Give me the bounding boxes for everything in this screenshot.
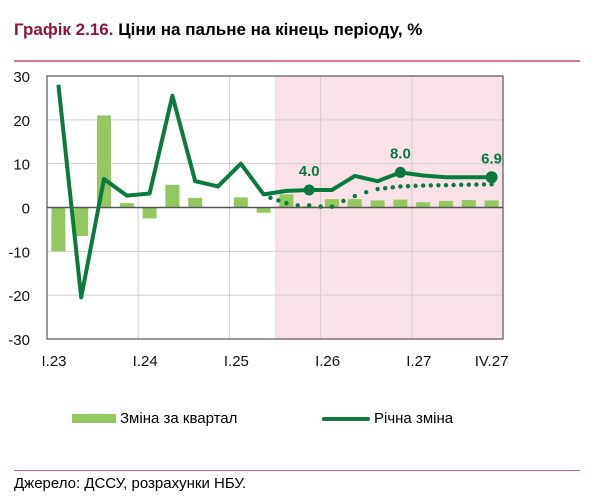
dotted-line-point <box>466 182 471 187</box>
x-tick-label: I.26 <box>315 353 340 370</box>
dotted-line-point <box>329 204 335 209</box>
dotted-line-point <box>276 198 281 203</box>
legend-label-annual: Річна зміна <box>374 410 454 427</box>
legend-item-annual: Річна зміна <box>322 410 453 427</box>
bar-quarter-change <box>484 200 499 208</box>
data-label: 4.0 <box>299 163 320 180</box>
y-tick-label: 30 <box>13 69 30 86</box>
legend-label-quarter: Зміна за квартал <box>120 410 238 427</box>
bar-quarter-change <box>119 203 134 208</box>
data-label: 6.9 <box>481 150 502 167</box>
legend: Зміна за квартал Річна зміна <box>0 410 600 434</box>
dotted-line-point <box>459 182 464 188</box>
x-tick-label: IV.27 <box>475 353 509 370</box>
source-note: Джерело: ДССУ, розрахунки НБУ. <box>14 475 247 492</box>
dotted-line-point <box>284 200 289 206</box>
chart-area: 30 20 10 0 -10 -20 -30 I.23 I.24 I.25 I.26 I.27 IV.2… <box>8 69 509 370</box>
bar-quarter-change <box>97 115 111 208</box>
dotted-line-point <box>318 204 323 209</box>
dotted-line-point <box>341 198 346 204</box>
bar-quarter-change <box>393 199 408 208</box>
header-rule <box>14 60 580 62</box>
y-tick-label: -20 <box>8 288 30 305</box>
dotted-line-point <box>443 182 449 188</box>
dotted-line-point <box>489 182 494 187</box>
dotted-line-point <box>421 183 426 188</box>
bar-quarter-change <box>416 202 431 208</box>
legend-line-swatch <box>322 416 370 421</box>
annotation-marker <box>485 171 498 184</box>
bar-quarter-change <box>256 207 271 213</box>
annotation-marker <box>394 166 406 178</box>
y-tick-label: -30 <box>8 332 30 349</box>
dotted-line-point <box>398 184 403 189</box>
annotation-marker <box>303 184 315 196</box>
bar-quarter-change <box>370 200 385 208</box>
bar-quarter-change <box>165 184 180 208</box>
bar-quarter-change <box>188 197 203 208</box>
footer-rule <box>14 470 580 471</box>
dotted-line-point <box>451 182 456 188</box>
x-tick-label: I.25 <box>224 353 249 370</box>
bar-quarter-change <box>142 207 157 219</box>
bar-quarter-change <box>347 199 362 208</box>
dotted-line-point <box>352 193 357 199</box>
chart-number: Графік 2.16. <box>14 20 114 39</box>
bar-quarter-change <box>461 200 476 208</box>
line-annual-change <box>56 84 492 300</box>
dotted-line-point <box>413 183 418 189</box>
chart-title: Графік 2.16. Ціни на пальне на кінець пе… <box>14 20 422 40</box>
x-tick-label: I.23 <box>41 353 66 370</box>
data-label: 8.0 <box>390 145 411 162</box>
dotted-line-point <box>474 182 479 187</box>
dotted-line-point <box>405 183 411 189</box>
bar-quarter-change <box>439 200 453 208</box>
dotted-line-point <box>481 182 487 187</box>
dotted-line-point <box>295 203 300 208</box>
dotted-line-point <box>307 203 312 208</box>
y-tick-label: 0 <box>22 201 30 218</box>
dotted-line-point <box>268 195 273 201</box>
y-tick-label: 10 <box>13 157 30 174</box>
dotted-line-point <box>364 189 369 195</box>
legend-bar-swatch <box>72 414 116 423</box>
dotted-line-point <box>428 183 433 188</box>
dotted-line-point <box>383 186 388 191</box>
bar-quarter-change <box>233 197 248 208</box>
chart-title-text: Ціни на пальне на кінець періоду, % <box>118 20 423 39</box>
y-tick-label: -10 <box>8 244 30 261</box>
legend-item-quarter: Зміна за квартал <box>72 410 237 427</box>
bar-quarter-change <box>325 199 339 208</box>
dotted-line-point <box>390 185 395 190</box>
dotted-line-point <box>375 186 380 192</box>
y-tick-label: 20 <box>13 113 30 130</box>
bar-quarter-change <box>74 207 89 236</box>
x-tick-label: I.24 <box>133 353 158 370</box>
bar-quarter-change <box>51 207 66 252</box>
dotted-line-point <box>436 183 441 188</box>
x-tick-label: I.27 <box>406 353 431 370</box>
